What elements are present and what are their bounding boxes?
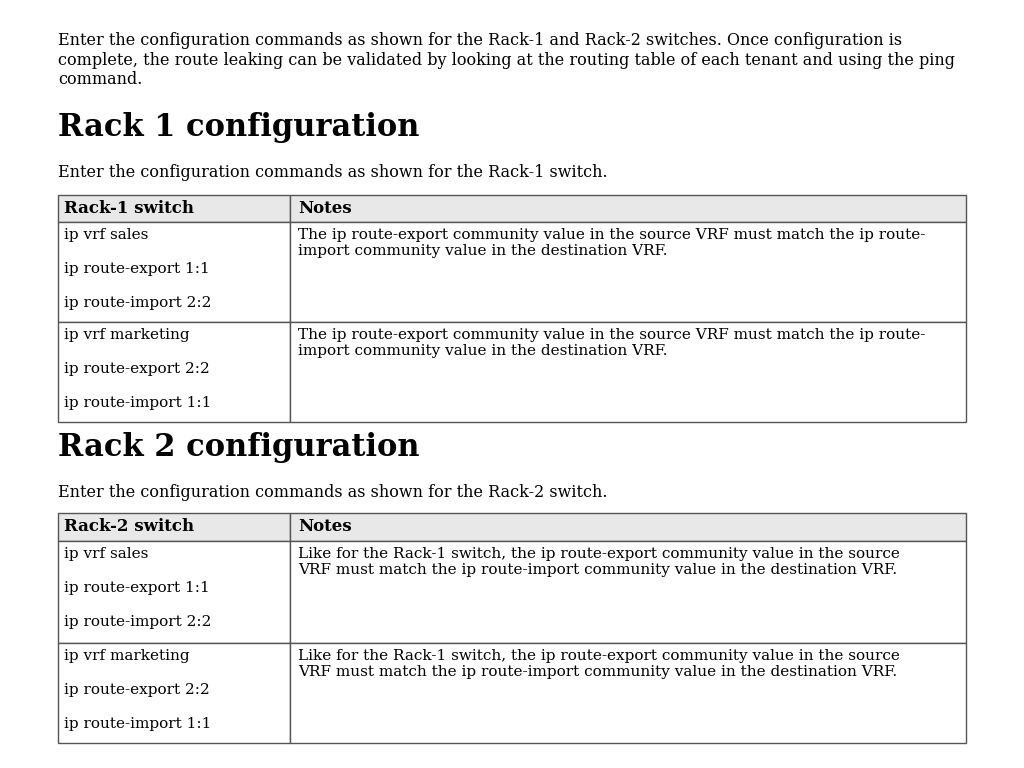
Bar [290,541,966,643]
Bar [290,643,966,743]
Text: ip route-export 2:2: ip route-export 2:2 [63,683,210,697]
Text: Rack-2 switch: Rack-2 switch [63,518,195,535]
Text: Rack-1 switch: Rack-1 switch [63,200,194,217]
Text: ip route-export 1:1: ip route-export 1:1 [63,581,210,595]
Text: Like for the Rack-1 switch, the ip route-export community value in the source
VR: Like for the Rack-1 switch, the ip route… [298,547,900,578]
Bar [290,222,966,322]
Text: Enter the configuration commands as shown for the Rack-1 switch.: Enter the configuration commands as show… [58,164,607,181]
Text: Like for the Rack-1 switch, the ip route-export community value in the source
VR: Like for the Rack-1 switch, the ip route… [298,649,900,679]
Text: Notes: Notes [298,518,351,535]
Bar [58,322,290,422]
Text: ip route-export 2:2: ip route-export 2:2 [63,362,210,376]
Text: ip vrf marketing: ip vrf marketing [63,328,189,342]
Text: ip route-export 1:1: ip route-export 1:1 [63,262,210,276]
Text: Enter the configuration commands as shown for the Rack-1 and Rack-2 switches. On: Enter the configuration commands as show… [58,32,955,88]
Text: Rack 2 configuration: Rack 2 configuration [58,432,420,463]
Bar [290,513,966,541]
Bar [290,195,966,222]
Text: The ip route-export community value in the source VRF must match the ip route-
i: The ip route-export community value in t… [298,328,926,358]
Bar [58,222,290,322]
Bar [58,643,290,743]
Bar [58,513,290,541]
Text: ip route-import 1:1: ip route-import 1:1 [63,396,211,410]
Text: ip vrf marketing: ip vrf marketing [63,649,189,663]
Text: ip vrf sales: ip vrf sales [63,547,148,561]
Text: Enter the configuration commands as shown for the Rack-2 switch.: Enter the configuration commands as show… [58,484,607,501]
Bar [58,195,290,222]
Text: Rack 1 configuration: Rack 1 configuration [58,112,420,143]
Text: The ip route-export community value in the source VRF must match the ip route-
i: The ip route-export community value in t… [298,228,926,258]
Text: Notes: Notes [298,200,351,217]
Text: ip route-import 1:1: ip route-import 1:1 [63,717,211,731]
Text: ip vrf sales: ip vrf sales [63,228,148,242]
Text: ip route-import 2:2: ip route-import 2:2 [63,296,211,310]
Text: ip route-import 2:2: ip route-import 2:2 [63,615,211,629]
Bar [290,322,966,422]
Bar [58,541,290,643]
